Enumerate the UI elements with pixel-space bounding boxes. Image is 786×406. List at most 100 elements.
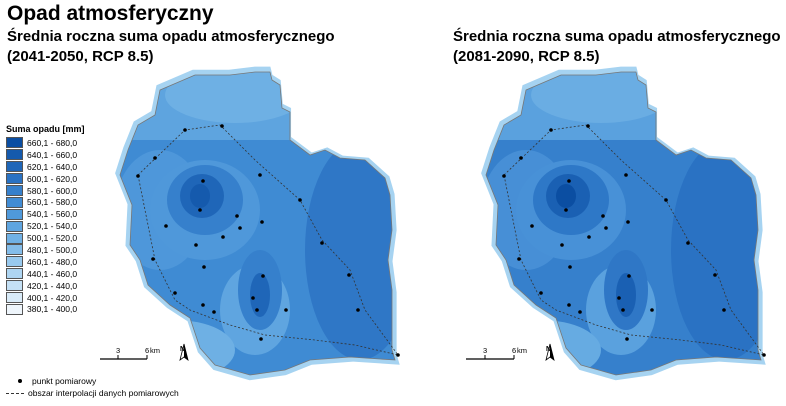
north-arrow-icon: N [179,343,189,361]
legend-swatch [6,256,23,268]
measurement-point [136,174,140,178]
legend-label: 480,1 - 500,0 [27,244,78,255]
legend-swatch [6,280,23,292]
map-title-2081: Średnia roczna suma opadu atmosferyczneg… [453,27,781,67]
map-title-line1: Średnia roczna suma opadu atmosferyczneg… [453,28,781,45]
legend-row: 620,1 - 640,0 [6,161,77,173]
measurement-point [625,337,629,341]
legend-swatch [6,137,23,149]
legend-label: 600,1 - 620,0 [27,173,78,184]
measurement-point [194,243,198,247]
map-title-line2: (2081-2090, RCP 8.5) [453,48,600,65]
legend-label: 620,1 - 640,0 [27,161,78,172]
measurement-point [621,308,625,312]
scale-tick-3: 3 [116,346,120,355]
measurement-points [502,124,766,357]
legend-row: 420,1 - 440,0 [6,280,77,292]
legend-label: 580,1 - 600,0 [27,185,78,196]
legend-area-label: obszar interpolacji danych pomiarowych [28,388,179,398]
legend-label: 640,1 - 660,0 [27,149,78,160]
map-title-line1: Średnia roczna suma opadu atmosferyczneg… [7,28,335,45]
measurement-point [183,128,187,132]
legend-row: 500,1 - 520,0 [6,232,77,244]
north-label: N [180,346,185,353]
legend: 660,1 - 680,0 640,1 - 660,0 620,1 - 640,0 6… [6,137,77,315]
legend-label: 520,1 - 540,0 [27,221,78,232]
scale-tick-6: 6 [512,346,516,355]
measurement-point [255,308,259,312]
legend-label: 400,1 - 420,0 [27,292,78,303]
map-2041: 0 3 6 km N [100,66,400,381]
measurement-point [586,124,590,128]
measurement-point [626,220,630,224]
measurement-point [298,198,302,202]
measurement-point [164,224,168,228]
legend-title: Suma opadu [mm] [6,124,85,134]
measurement-point [258,173,262,177]
legend-row: 560,1 - 580,0 [6,196,77,208]
legend-row: 460,1 - 480,0 [6,256,77,268]
measurement-point [238,226,242,230]
measurement-point [762,353,766,357]
measurement-point [517,257,521,261]
legend-swatch [6,303,23,315]
legend-row: 580,1 - 600,0 [6,185,77,197]
measurement-point [260,220,264,224]
legend-point-label: punkt pomiarowy [32,376,97,386]
measurement-point [284,308,288,312]
measurement-points [136,124,400,357]
dashed-line-icon [6,392,24,394]
measurement-point [604,226,608,230]
scale-unit: km [150,346,160,355]
measurement-point [567,303,571,307]
legend-label: 460,1 - 480,0 [27,256,78,267]
legend-row: 600,1 - 620,0 [6,173,77,185]
legend-label: 560,1 - 580,0 [27,197,78,208]
measurement-point [261,274,265,278]
scale-bar: 0 3 6 km [466,346,527,360]
legend-swatch [6,208,23,220]
legend-label: 660,1 - 680,0 [27,137,78,148]
legend-label: 440,1 - 460,0 [27,268,78,279]
measurement-point [560,243,564,247]
measurement-point [259,337,263,341]
measurement-point [173,291,177,295]
measurement-point [356,308,360,312]
north-label: N [546,346,551,353]
scale-unit: km [517,346,527,355]
measurement-point [235,214,239,218]
legend-swatch [6,292,23,304]
legend-swatch [6,173,23,185]
map-2081: 0 3 6 km N [466,66,766,381]
measurement-point [201,303,205,307]
measurement-point [713,273,717,277]
legend-swatch [6,196,23,208]
north-arrow-icon: N [545,343,555,361]
interpolation-area-outline [137,124,399,356]
measurement-point [722,308,726,312]
measurement-point [396,353,400,357]
measurement-point [198,208,202,212]
measurement-point-icon [18,379,22,383]
legend-area-key: obszar interpolacji danych pomiarowych [6,387,179,399]
measurement-point [151,257,155,261]
legend-row: 640,1 - 660,0 [6,149,77,161]
measurement-point [627,274,631,278]
legend-label: 420,1 - 440,0 [27,280,78,291]
measurement-point [251,296,255,300]
measurement-point [212,310,216,314]
legend-point-key: punkt pomiarowy [12,375,96,387]
measurement-point [549,128,553,132]
legend-swatch [6,185,23,196]
measurement-point [220,124,224,128]
scale-tick-6: 6 [145,346,149,355]
legend-swatch [6,161,23,173]
measurement-point [568,265,572,269]
legend-swatch [6,232,23,244]
measurement-point [539,291,543,295]
legend-swatch [6,149,23,161]
measurement-point [347,273,351,277]
measurement-point [320,241,324,245]
map-title-line2: (2041-2050, RCP 8.5) [7,48,154,65]
measurement-point [664,198,668,202]
